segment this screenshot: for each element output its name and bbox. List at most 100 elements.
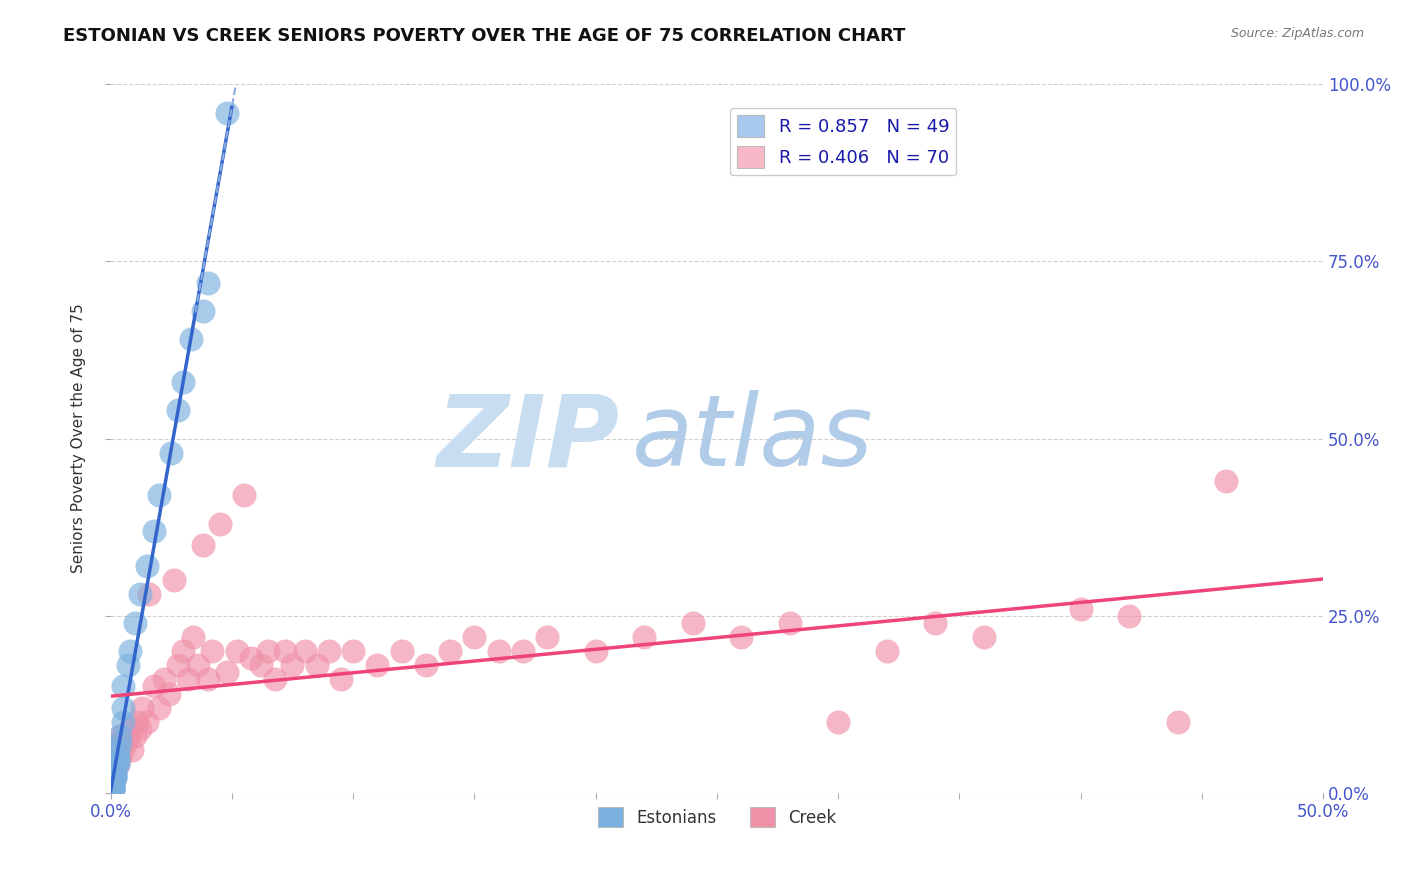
Point [633, 630, 655, 644]
Point [104, 743, 127, 757]
Point [100, 783, 122, 797]
Point [107, 757, 129, 772]
Point [191, 304, 214, 318]
Point [153, 673, 176, 687]
Point [366, 658, 388, 673]
Point [124, 615, 146, 630]
Point [329, 673, 352, 687]
Point [101, 775, 124, 789]
Point [257, 644, 280, 658]
Point [172, 644, 194, 658]
Point [110, 729, 132, 743]
Point [128, 722, 150, 736]
Point [240, 651, 263, 665]
Point [181, 630, 204, 644]
Point [342, 644, 364, 658]
Legend: Estonians, Creek: Estonians, Creek [591, 800, 842, 834]
Point [177, 673, 200, 687]
Point [111, 700, 134, 714]
Point [536, 630, 558, 644]
Point [682, 615, 704, 630]
Point [118, 722, 141, 736]
Point [201, 644, 224, 658]
Point [250, 658, 273, 673]
Point [143, 680, 166, 694]
Point [167, 658, 190, 673]
Point [101, 777, 124, 791]
Point [131, 700, 153, 714]
Point [101, 782, 124, 797]
Point [107, 754, 129, 768]
Point [101, 782, 124, 797]
Point [180, 332, 202, 346]
Point [100, 786, 122, 800]
Point [274, 644, 297, 658]
Point [124, 729, 146, 743]
Point [148, 700, 170, 714]
Point [100, 782, 122, 797]
Point [128, 587, 150, 601]
Point [121, 743, 143, 757]
Point [104, 770, 127, 784]
Point [101, 780, 124, 795]
Point [148, 488, 170, 502]
Point [585, 644, 607, 658]
Point [104, 764, 127, 779]
Point [100, 785, 122, 799]
Point [157, 686, 180, 700]
Point [1118, 608, 1140, 623]
Point [138, 587, 160, 601]
Point [827, 714, 849, 729]
Point [215, 105, 238, 120]
Point [215, 665, 238, 680]
Point [488, 644, 510, 658]
Point [101, 781, 124, 796]
Point [118, 644, 141, 658]
Point [208, 516, 231, 531]
Point [117, 658, 139, 673]
Point [512, 644, 534, 658]
Text: ZIP: ZIP [437, 390, 620, 487]
Point [318, 644, 340, 658]
Point [100, 785, 122, 799]
Point [104, 766, 127, 780]
Point [100, 784, 122, 798]
Point [101, 772, 124, 786]
Point [779, 615, 801, 630]
Point [110, 729, 132, 743]
Point [104, 764, 127, 779]
Point [111, 680, 134, 694]
Point [143, 524, 166, 538]
Point [160, 446, 183, 460]
Point [110, 736, 132, 750]
Point [305, 658, 328, 673]
Point [107, 750, 129, 764]
Point [104, 768, 127, 782]
Point [104, 772, 127, 786]
Point [730, 630, 752, 644]
Y-axis label: Seniors Poverty Over the Age of 75: Seniors Poverty Over the Age of 75 [72, 303, 86, 574]
Point [111, 743, 134, 757]
Point [1070, 601, 1092, 615]
Point [127, 714, 149, 729]
Point [294, 644, 316, 658]
Point [191, 538, 214, 552]
Point [973, 630, 995, 644]
Point [107, 736, 129, 750]
Point [100, 786, 122, 800]
Point [187, 658, 209, 673]
Point [100, 764, 122, 779]
Point [924, 615, 946, 630]
Point [107, 743, 129, 757]
Point [107, 757, 129, 772]
Point [100, 779, 122, 793]
Point [101, 750, 124, 764]
Point [117, 729, 139, 743]
Text: atlas: atlas [631, 390, 873, 487]
Point [197, 276, 219, 290]
Point [225, 644, 247, 658]
Point [100, 784, 122, 798]
Point [1215, 474, 1237, 488]
Point [439, 644, 461, 658]
Text: Source: ZipAtlas.com: Source: ZipAtlas.com [1230, 27, 1364, 40]
